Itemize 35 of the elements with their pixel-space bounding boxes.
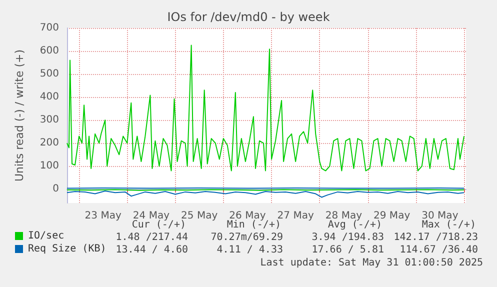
y-tick-label: 100 <box>40 160 59 172</box>
y-tick-label: 200 <box>40 138 59 149</box>
text: 114.67 /36.40 <box>400 244 478 256</box>
legend-label: IO/sec <box>28 230 64 242</box>
text: Min (-/+) <box>226 220 281 230</box>
y-tick-label: 500 <box>40 68 59 80</box>
y-tick-label: 300 <box>40 114 59 126</box>
text: 70.27m/69.29 <box>210 232 283 243</box>
y-tick-label: 0 <box>52 184 59 195</box>
text: Cur (-/+) <box>132 220 186 230</box>
x-tick-label: 28 May <box>325 210 362 222</box>
x-tick-label: 25 May <box>181 210 218 222</box>
text: Max (-/+) <box>422 220 476 230</box>
text: Last update: Sat May 31 01:00:50 2025 <box>260 258 484 268</box>
y-tick-label: 400 <box>40 92 59 103</box>
text: 4.11 / 4.33 <box>216 244 283 256</box>
x-tick-label: 23 May <box>84 210 122 222</box>
x-tick-label: 27 May <box>277 210 314 222</box>
line-series <box>66 190 464 198</box>
line-series <box>66 44 464 172</box>
text: 13.44 / 4.60 <box>116 244 188 256</box>
legend-label: Req Size (KB) <box>28 244 106 254</box>
text: 142.17 /718.23 <box>394 232 478 243</box>
text: 17.66 / 5.81 <box>312 244 384 256</box>
text: 1.48 /217.44 <box>116 232 188 243</box>
x-tick-label: 24 May <box>132 210 170 222</box>
y-tick-label: 700 <box>40 22 59 34</box>
y-axis-title: Units read (-) / write (+) <box>13 49 26 182</box>
x-tick-label: 30 May <box>422 210 458 222</box>
chart-title: IOs for /dev/md0 - by week <box>167 10 330 24</box>
x-tick-label: 26 May <box>229 210 266 222</box>
text: Avg (-/+) <box>328 220 382 230</box>
text: 3.94 /194.83 <box>312 232 384 243</box>
x-tick-label: 29 May <box>374 210 410 222</box>
y-tick-label: 600 <box>40 46 59 57</box>
